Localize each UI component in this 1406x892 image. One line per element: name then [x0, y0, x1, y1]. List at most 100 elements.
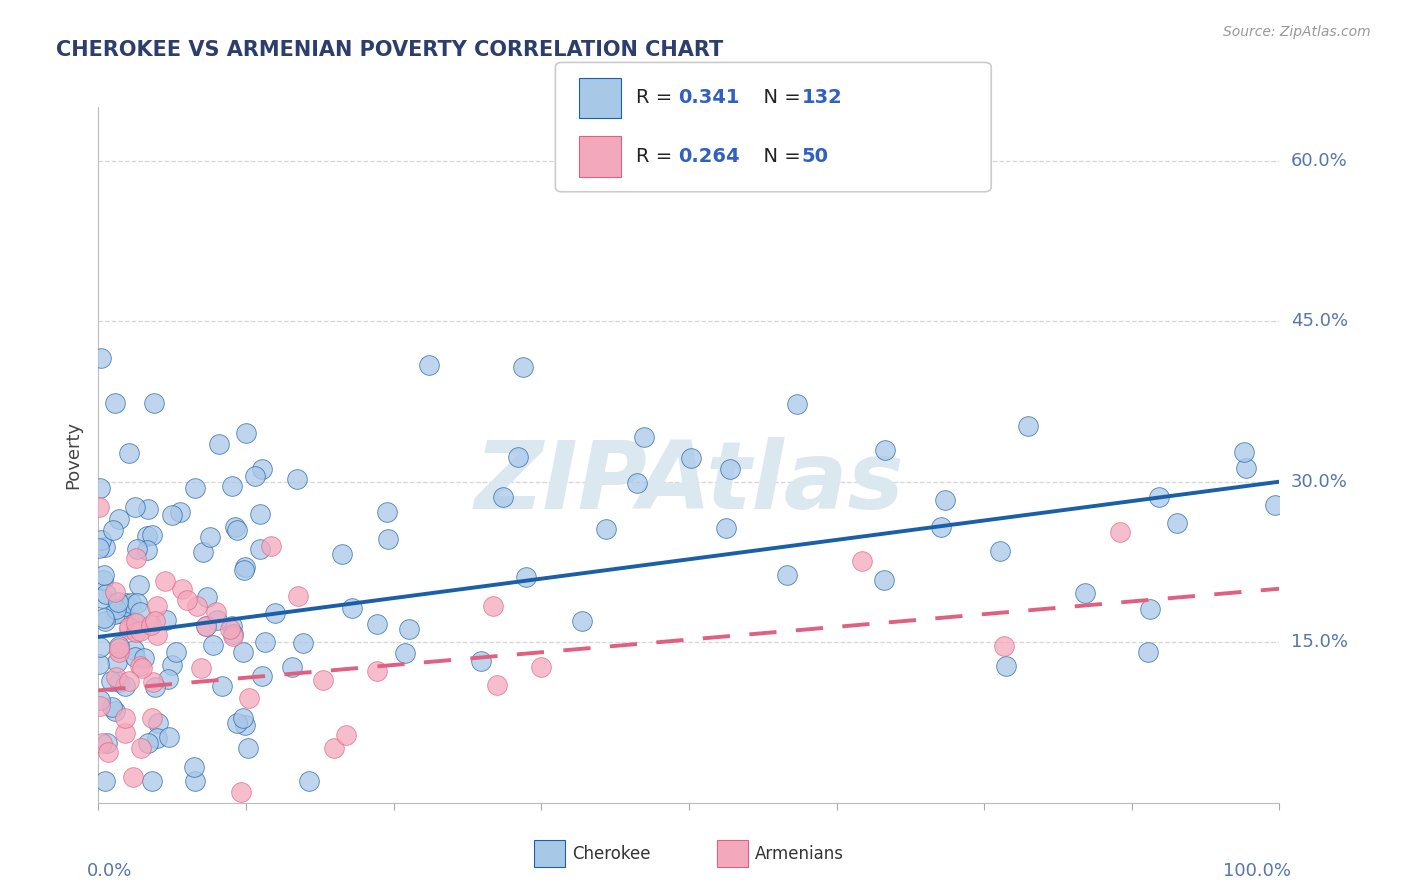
Text: Source: ZipAtlas.com: Source: ZipAtlas.com — [1223, 25, 1371, 39]
Point — [93, 567, 115, 582]
Point — [679, 450, 702, 465]
Point — [129, 741, 152, 756]
Point — [108, 606, 131, 620]
Point — [142, 674, 165, 689]
Point — [94, 614, 117, 628]
Point — [94, 540, 117, 554]
Point — [94, 587, 117, 601]
Point — [208, 437, 231, 451]
Point — [136, 529, 159, 543]
Point — [530, 660, 553, 674]
Point — [1147, 490, 1170, 504]
Point — [104, 585, 127, 599]
Point — [170, 582, 193, 596]
Point — [512, 359, 534, 374]
Point — [995, 658, 1018, 673]
Text: 60.0%: 60.0% — [1291, 152, 1347, 169]
Point — [90, 351, 112, 365]
Point — [929, 520, 952, 534]
Point — [93, 611, 115, 625]
Point — [207, 613, 229, 627]
Point — [118, 674, 141, 689]
Point — [128, 578, 150, 592]
Text: 0.0%: 0.0% — [87, 862, 132, 880]
Point — [104, 396, 127, 410]
Point — [107, 675, 129, 690]
Point — [135, 542, 157, 557]
Point — [115, 596, 138, 610]
Point — [851, 554, 873, 568]
Point — [626, 476, 648, 491]
Point — [128, 658, 150, 673]
Point — [233, 563, 256, 577]
Text: CHEROKEE VS ARMENIAN POVERTY CORRELATION CHART: CHEROKEE VS ARMENIAN POVERTY CORRELATION… — [56, 40, 724, 60]
Point — [238, 691, 260, 706]
Point — [873, 443, 896, 458]
Point — [221, 619, 243, 633]
Point — [1074, 586, 1097, 600]
Point — [342, 601, 364, 615]
Point — [222, 626, 245, 640]
Point — [250, 462, 273, 476]
Point — [160, 508, 183, 523]
Point — [97, 745, 120, 759]
Point — [1109, 525, 1132, 540]
Point — [249, 541, 271, 556]
Point — [934, 493, 956, 508]
Point — [146, 716, 169, 731]
Point — [89, 699, 111, 714]
Point — [90, 533, 112, 547]
Point — [124, 650, 146, 665]
Point — [141, 528, 163, 542]
Point — [156, 672, 179, 686]
Text: 15.0%: 15.0% — [1291, 633, 1347, 651]
Point — [108, 512, 131, 526]
Point — [190, 661, 212, 675]
Point — [260, 539, 283, 553]
Point — [481, 599, 503, 613]
Point — [232, 645, 254, 659]
Point — [145, 628, 167, 642]
Text: 30.0%: 30.0% — [1291, 473, 1347, 491]
Point — [105, 670, 128, 684]
Point — [515, 570, 537, 584]
Point — [366, 664, 388, 678]
Point — [202, 638, 225, 652]
Point — [118, 620, 141, 634]
Point — [131, 661, 153, 675]
Text: N =: N = — [751, 147, 807, 166]
Point — [124, 624, 146, 639]
Point — [1137, 645, 1160, 659]
Point — [96, 736, 118, 750]
Point — [222, 629, 245, 643]
Point — [146, 731, 169, 745]
Point — [235, 425, 257, 440]
Point — [285, 472, 308, 486]
Point — [418, 359, 440, 373]
Point — [486, 678, 509, 692]
Point — [470, 654, 492, 668]
Point — [122, 616, 145, 631]
Point — [132, 651, 155, 665]
Point — [191, 545, 214, 559]
Point — [232, 711, 254, 725]
Point — [114, 711, 136, 725]
Point — [114, 679, 136, 693]
Point — [90, 591, 112, 605]
Point — [125, 616, 148, 631]
Point — [176, 592, 198, 607]
Text: R =: R = — [636, 147, 678, 166]
Point — [335, 728, 357, 742]
Point — [114, 726, 136, 740]
Text: R =: R = — [636, 88, 678, 107]
Point — [143, 396, 166, 410]
Point — [1264, 498, 1286, 512]
Point — [221, 479, 243, 493]
Point — [195, 619, 218, 633]
Point — [1232, 445, 1254, 459]
Point — [235, 559, 257, 574]
Text: 50: 50 — [801, 147, 828, 166]
Point — [873, 573, 896, 587]
Point — [186, 599, 208, 614]
Point — [108, 639, 131, 653]
